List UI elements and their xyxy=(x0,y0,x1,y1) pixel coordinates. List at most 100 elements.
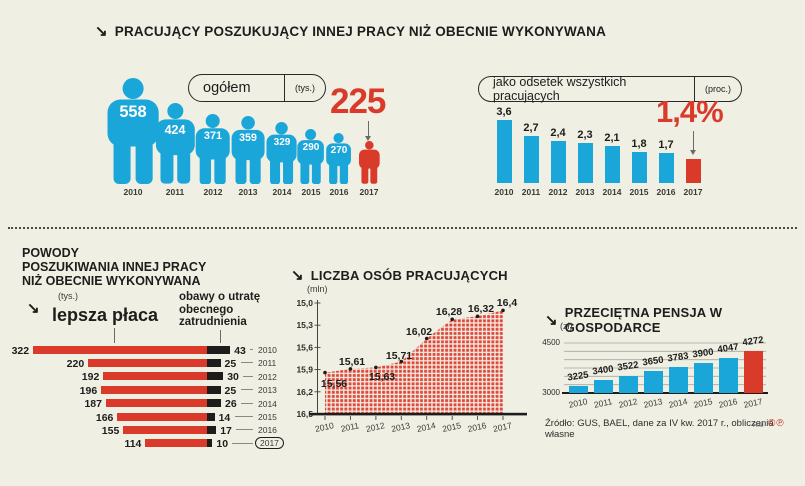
total-highlight-value: 225 xyxy=(330,82,386,121)
percent-year-label: 2011 xyxy=(521,187,541,197)
reason-year-connector xyxy=(240,362,253,364)
person-year-label: 2013 xyxy=(238,187,258,197)
person-value-label: 329 xyxy=(273,136,291,148)
employment-ytick: 15,0 xyxy=(296,298,313,308)
reason-year-label: 2015 xyxy=(258,412,277,422)
percent-bar xyxy=(523,135,539,184)
person-figure xyxy=(154,103,197,184)
reason-left-value: 322 xyxy=(11,344,30,357)
reason-black-bar xyxy=(207,412,215,421)
salary-bar xyxy=(668,366,688,393)
employment-value-label: 16,32 xyxy=(468,303,494,315)
employment-ytick: 15,3 xyxy=(296,320,313,330)
reasons-title-line2: POSZUKIWANIA INNEJ PRACY xyxy=(22,260,207,274)
employment-value-label: 15,63 xyxy=(369,371,395,383)
salary-arrow-icon: ↘ xyxy=(545,311,558,329)
person-icon xyxy=(231,115,265,184)
person-icon xyxy=(266,121,298,184)
reason-left-value: 166 xyxy=(95,411,114,424)
salary-bar xyxy=(643,371,663,393)
reason-year-connector xyxy=(241,402,253,404)
reason-year-label: 2011 xyxy=(258,358,277,369)
salary-ytick-top: 4500 xyxy=(542,338,560,347)
reason-year-connector xyxy=(236,429,253,431)
reason-black-bar xyxy=(207,385,221,394)
reason-left-value: 196 xyxy=(79,384,98,397)
employment-point xyxy=(399,359,404,364)
reason-year-connector xyxy=(232,442,253,444)
percent-year-label: 2017 xyxy=(683,187,703,197)
reason-black-bar xyxy=(207,425,217,434)
person-figure xyxy=(325,132,352,184)
percent-value-label: 2,4 xyxy=(550,127,566,139)
person-icon xyxy=(358,141,380,185)
person-icon xyxy=(107,78,159,184)
employment-point xyxy=(374,365,378,370)
reason-red-bar xyxy=(101,385,207,394)
reason-left-value: 192 xyxy=(81,371,100,384)
total-chart-legend-pill: ogółem (tys.) xyxy=(188,74,326,102)
person-figure xyxy=(105,78,161,184)
percent-bar xyxy=(577,142,593,184)
salary-header: ↘ PRZECIĘTNA PENSJA W GOSPODARCE xyxy=(545,305,805,335)
employment-value-label: 16,4 xyxy=(497,297,518,309)
total-chart-unit: (tys.) xyxy=(284,75,325,101)
employment-point xyxy=(424,336,429,341)
employment-plot: 16,5 16,2 15,9 15,6 15,3 15,0 15,56 2010… xyxy=(296,297,527,434)
page-title: PRACUJĄCY POSZUKUJĄCY INNEJ PRACY NIŻ OB… xyxy=(114,24,607,39)
percent-year-label: 2015 xyxy=(629,187,649,197)
reason-red-bar xyxy=(145,439,207,448)
reason-year-label: 2014 xyxy=(258,398,277,409)
employment-point xyxy=(450,317,454,322)
employment-year-label: 2011 xyxy=(340,420,360,434)
reason-red-bar xyxy=(33,345,207,354)
reason-right-value: 10 xyxy=(216,438,229,451)
person-value-label: 290 xyxy=(302,142,320,154)
person-year-label: 2012 xyxy=(203,187,223,197)
employment-year-label: 2017 xyxy=(492,420,513,434)
reason-right-value: 26 xyxy=(225,398,237,411)
reasons-series1-label: lepsza płaca xyxy=(52,305,159,325)
person-year-label: 2016 xyxy=(329,187,349,197)
person-icon xyxy=(195,113,231,184)
reasons-unit: (tys.) xyxy=(58,291,78,301)
salary-title: PRZECIĘTNA PENSJA W GOSPODARCE xyxy=(564,305,723,335)
salary-unit: (zł) xyxy=(560,321,573,331)
percent-bar xyxy=(685,158,701,183)
person-year-label: 2014 xyxy=(272,187,292,197)
employment-point xyxy=(348,367,353,371)
employment-ytick: 15,6 xyxy=(296,342,313,352)
employment-year-label: 2016 xyxy=(467,420,488,434)
copyright-icon: ©℗ xyxy=(768,418,785,429)
employment-value-label: 16,02 xyxy=(406,326,432,338)
person-year-label: 2011 xyxy=(165,187,185,197)
reason-black-bar xyxy=(207,439,213,448)
reason-red-bar xyxy=(103,372,207,381)
salary-bar xyxy=(693,363,713,393)
source-note: Źródło: GUS, BAEL, dane za IV kw. 2017 r… xyxy=(545,418,774,440)
reason-year-connector xyxy=(240,389,253,391)
person-figure xyxy=(296,128,325,184)
employment-year-label: 2014 xyxy=(416,420,437,434)
page-header: ↘ PRACUJĄCY POSZUKUJĄCY INNEJ PRACY NIŻ … xyxy=(95,24,606,39)
percent-value-label: 2,1 xyxy=(604,132,620,145)
reason-year-label: 2012 xyxy=(258,371,277,382)
percent-value-label: 2,7 xyxy=(523,121,539,134)
percent-year-label: 2010 xyxy=(494,187,514,197)
reason-year-connector xyxy=(250,349,253,350)
reason-left-value: 220 xyxy=(66,357,85,370)
person-icon xyxy=(326,132,352,184)
person-year-label: 2010 xyxy=(123,187,143,197)
salary-bar xyxy=(618,375,638,393)
percent-highlight-connector xyxy=(693,131,694,150)
percent-bar xyxy=(496,120,512,183)
percent-value-label: 1,7 xyxy=(658,139,674,152)
salary-bar xyxy=(593,379,613,393)
total-chart-title: ogółem xyxy=(203,80,251,96)
reason-year-label: 2016 xyxy=(258,425,277,436)
employment-title: LICZBA OSÓB PRACUJĄCYCH xyxy=(310,268,508,283)
employment-value-label: 15,61 xyxy=(339,356,365,368)
percent-year-label: 2014 xyxy=(602,187,622,197)
percent-year-label: 2013 xyxy=(575,187,595,197)
